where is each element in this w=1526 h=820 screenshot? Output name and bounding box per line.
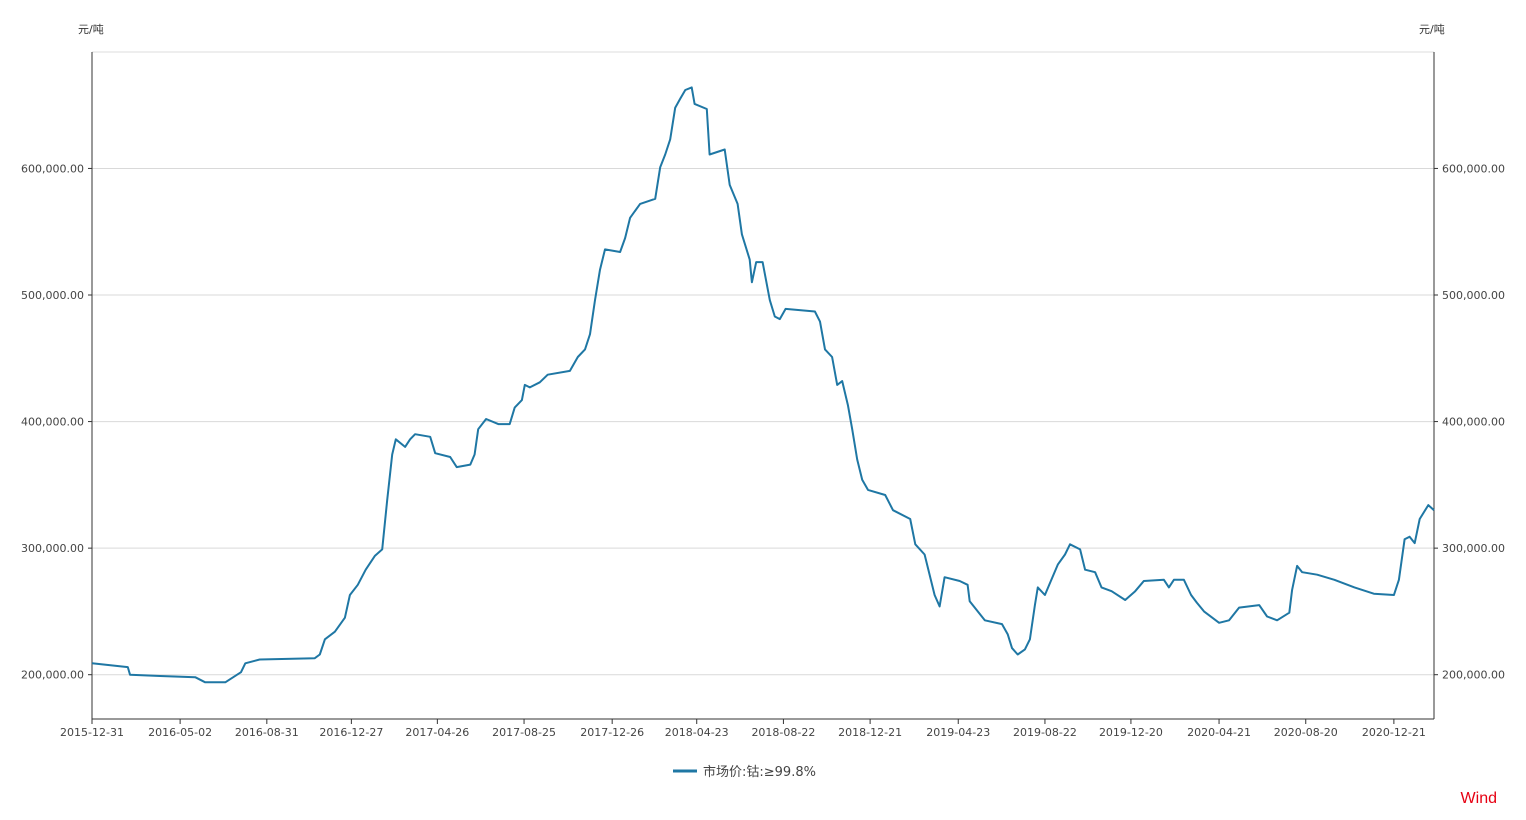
gridlines — [92, 51, 1434, 676]
x-tick-label: 2019-12-20 — [1099, 726, 1163, 739]
y-tick-label-left: 200,000.00 — [21, 669, 84, 682]
axes — [88, 52, 1438, 724]
y-tick-label-left: 500,000.00 — [21, 289, 84, 302]
y-tick-label-left: 600,000.00 — [21, 162, 84, 175]
y-tick-label-right: 200,000.00 — [1442, 669, 1505, 682]
x-tick-label: 2016-08-31 — [235, 726, 299, 739]
x-tick-label: 2018-04-23 — [665, 726, 729, 739]
legend-label: 市场价:钴:≥99.8% — [703, 764, 816, 780]
y-axis-unit-right: 元/吨 — [1419, 23, 1445, 36]
y-tick-label-left: 400,000.00 — [21, 416, 84, 429]
y-tick-label-right: 400,000.00 — [1442, 416, 1505, 429]
x-tick-label: 2016-05-02 — [148, 726, 212, 739]
y-tick-label-right: 300,000.00 — [1442, 542, 1505, 555]
x-tick-label: 2017-04-26 — [405, 726, 469, 739]
wind-watermark: Wind — [1460, 790, 1497, 807]
x-tick-label: 2017-08-25 — [492, 726, 556, 739]
x-tick-labels: 2015-12-31 2016-05-02 2016-08-31 2016-12-27… — [60, 726, 1426, 739]
x-tick-label: 2018-08-22 — [751, 726, 815, 739]
x-tick-label: 2020-08-20 — [1274, 726, 1338, 739]
y-tick-labels: 200,000.00 200,000.00 300,000.00 300,000.00… — [21, 162, 1505, 681]
y-tick-label-right: 600,000.00 — [1442, 162, 1505, 175]
x-tick-label: 2016-12-27 — [319, 726, 383, 739]
x-tick-label: 2020-12-21 — [1362, 726, 1426, 739]
y-tick-label-right: 500,000.00 — [1442, 289, 1505, 302]
series-line-cobalt-price — [91, 86, 1435, 684]
x-tick-label: 2018-12-21 — [838, 726, 902, 739]
x-tick-label: 2017-12-26 — [580, 726, 644, 739]
y-tick-label-left: 300,000.00 — [21, 542, 84, 555]
x-tick-label: 2019-04-23 — [926, 726, 990, 739]
x-tick-label: 2015-12-31 — [60, 726, 124, 739]
x-tick-label: 2019-08-22 — [1013, 726, 1077, 739]
x-tick-label: 2020-04-21 — [1187, 726, 1251, 739]
y-axis-unit-left: 元/吨 — [78, 23, 104, 36]
legend[interactable]: 市场价:钴:≥99.8% — [673, 764, 816, 780]
